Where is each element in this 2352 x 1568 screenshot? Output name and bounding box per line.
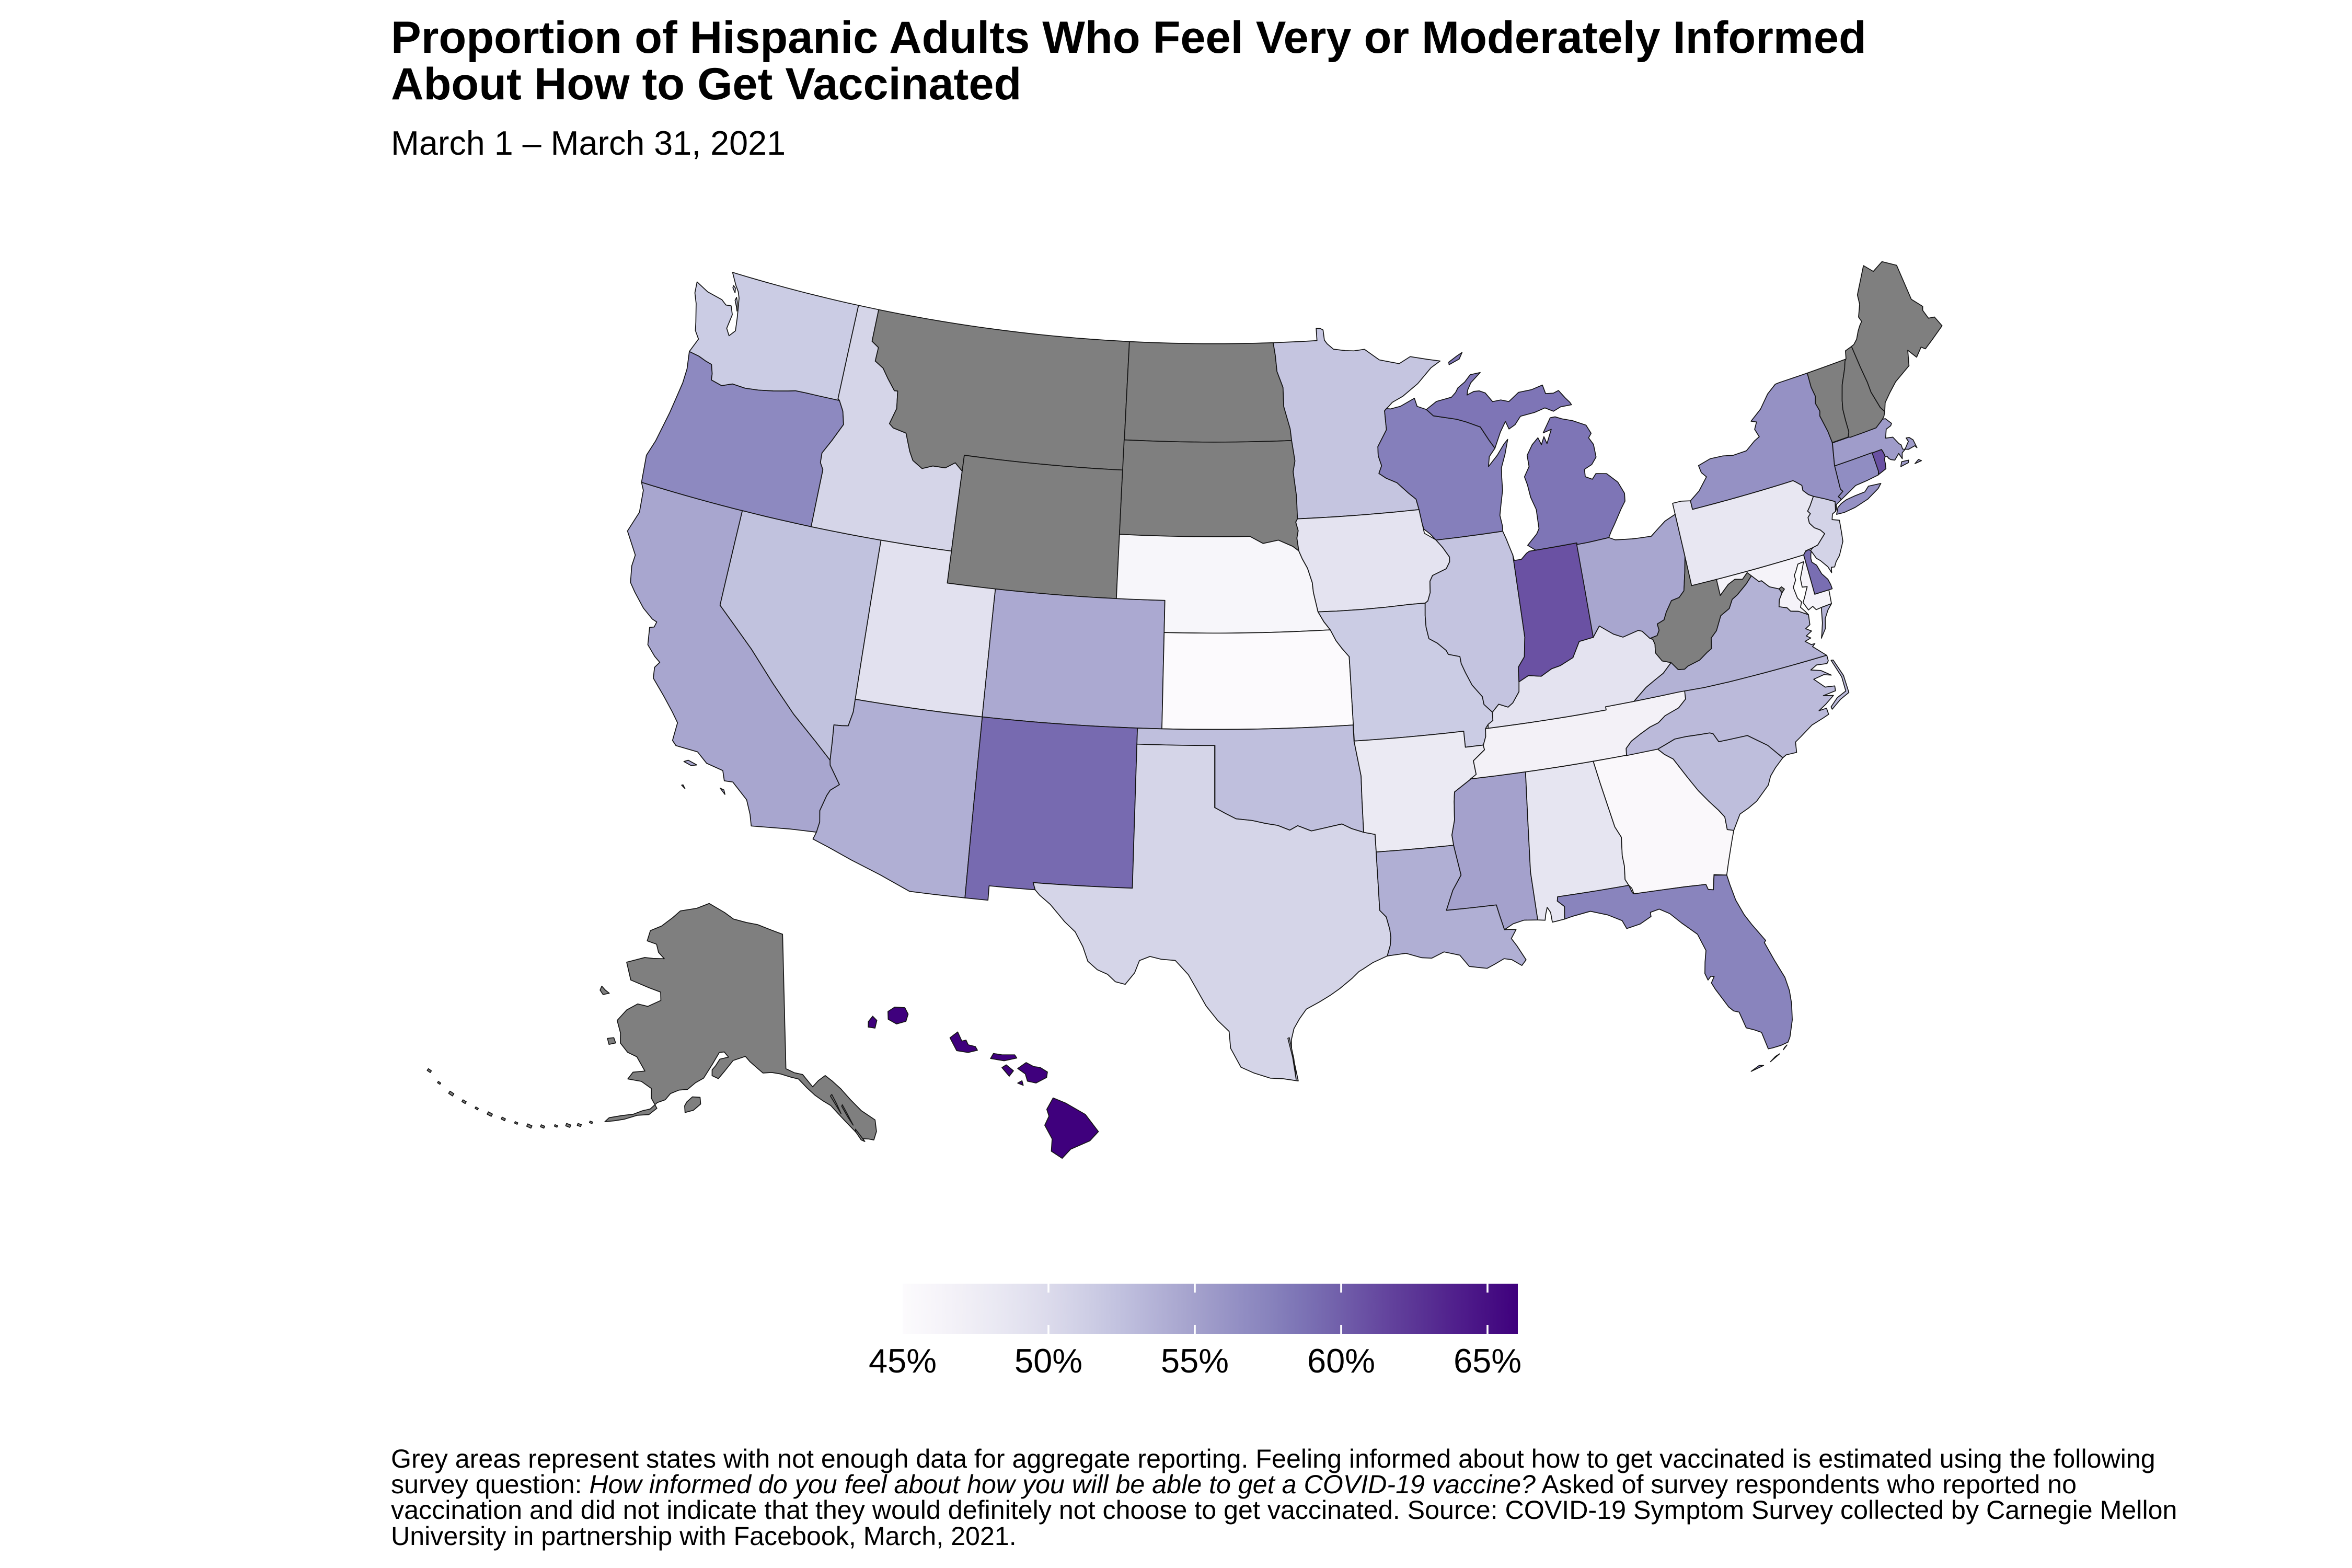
svg-text:60%: 60% [1307, 1342, 1375, 1380]
svg-text:45%: 45% [869, 1342, 937, 1380]
svg-text:65%: 65% [1454, 1342, 1521, 1380]
svg-text:55%: 55% [1161, 1342, 1229, 1380]
svg-text:50%: 50% [1014, 1342, 1082, 1380]
